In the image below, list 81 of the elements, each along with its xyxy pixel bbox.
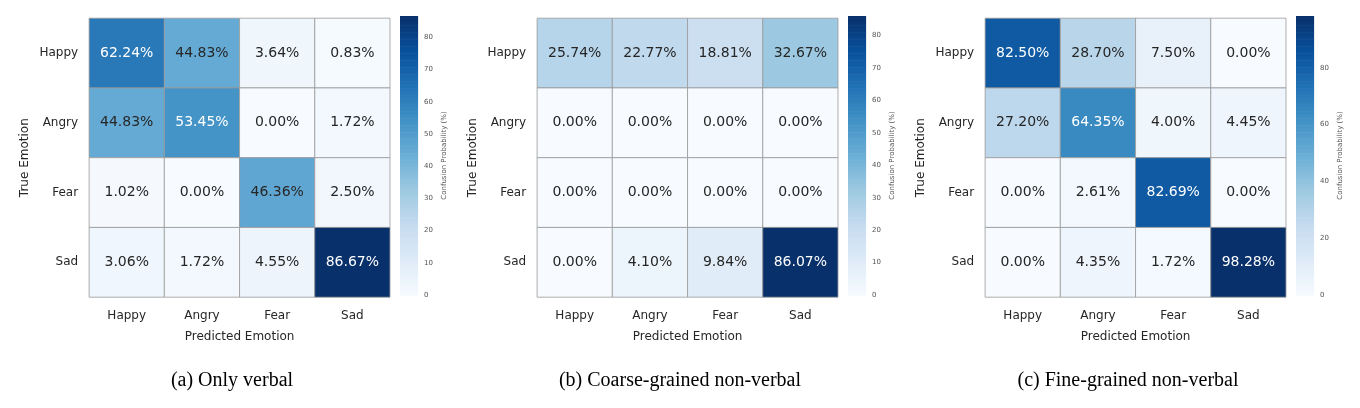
x-tick-label: Fear	[264, 307, 291, 322]
data-label: 3.06%	[104, 252, 149, 269]
data-label: 0.00%	[627, 183, 673, 200]
data-label: 4.35%	[1075, 252, 1121, 269]
data-label: 2.50%	[330, 183, 375, 200]
x-tick-label: Fear	[712, 307, 739, 322]
x-tick-label: Happy	[555, 307, 595, 322]
x-axis-title: Predicted Emotion	[184, 328, 295, 343]
x-tick-label: Angry	[632, 307, 668, 322]
y-tick-label: Sad	[503, 254, 527, 269]
data-label: 32.67%	[773, 43, 828, 60]
data-label: 25.74%	[548, 43, 602, 60]
data-label: 46.36%	[250, 183, 304, 200]
data-label: 1.72%	[330, 113, 375, 130]
text: (c) Fine-grained non-verbal	[1017, 368, 1239, 391]
data-label: 4.10%	[627, 252, 673, 269]
y-axis-title: True Emotion	[465, 118, 480, 199]
data-label: 44.83%	[100, 113, 154, 130]
data-label: 2.61%	[1075, 183, 1121, 200]
data-label: 98.28%	[1221, 252, 1276, 269]
x-tick-label: Sad	[1237, 307, 1260, 322]
data-label: 0.00%	[702, 183, 748, 200]
y-tick-label: Angry	[490, 114, 527, 129]
data-label: 0.00%	[179, 183, 225, 200]
x-tick-label: Angry	[184, 307, 220, 322]
y-tick-label: Angry	[42, 114, 79, 129]
x-tick-label: Sad	[341, 307, 364, 322]
data-label: 62.24%	[100, 43, 154, 60]
y-tick-label: Happy	[935, 45, 975, 60]
data-label: 18.81%	[698, 43, 752, 60]
data-label: 0.00%	[1226, 183, 1271, 200]
data-label: 4.45%	[1226, 113, 1271, 130]
data-label: 0.00%	[552, 113, 597, 130]
x-tick-label: Happy	[1003, 307, 1043, 322]
data-label: 28.70%	[1071, 43, 1125, 60]
data-label: 86.67%	[325, 252, 380, 269]
x-tick-label: Angry	[1080, 307, 1116, 322]
data-label: 1.72%	[1150, 252, 1196, 269]
y-tick-label: Sad	[951, 254, 975, 269]
data-label: 0.00%	[778, 183, 823, 200]
data-label: 1.02%	[104, 183, 149, 200]
data-label: 4.00%	[1150, 113, 1196, 130]
y-tick-label: Fear	[948, 184, 975, 199]
data-label: 86.07%	[773, 252, 828, 269]
data-label: 1.72%	[179, 252, 225, 269]
data-label: 0.00%	[552, 183, 597, 200]
data-label: 0.00%	[1000, 252, 1045, 269]
data-label: 9.84%	[702, 252, 748, 269]
y-tick-label: Angry	[938, 114, 975, 129]
y-tick-label: Happy	[487, 45, 527, 60]
data-label: 82.69%	[1146, 183, 1200, 200]
y-axis-title: True Emotion	[913, 118, 928, 199]
data-label: 82.50%	[996, 43, 1050, 60]
data-label: 0.00%	[702, 113, 748, 130]
y-tick-label: Happy	[39, 45, 79, 60]
y-tick-label: Fear	[500, 184, 527, 199]
data-label: 22.77%	[623, 43, 677, 60]
data-label: 0.00%	[1000, 183, 1045, 200]
data-label: 53.45%	[175, 113, 229, 130]
y-axis-title: True Emotion	[17, 118, 32, 199]
x-tick-label: Happy	[107, 307, 147, 322]
data-label: 0.00%	[627, 113, 673, 130]
text: (a) Only verbal	[170, 368, 294, 391]
data-label: 27.20%	[996, 113, 1050, 130]
data-label: 64.35%	[1071, 113, 1125, 130]
x-tick-label: Sad	[789, 307, 812, 322]
x-tick-label: Fear	[1160, 307, 1187, 322]
data-label: 0.00%	[778, 113, 823, 130]
data-label: 0.83%	[330, 43, 375, 60]
text: (b) Coarse-grained non-verbal	[558, 368, 802, 391]
data-label: 0.00%	[552, 252, 597, 269]
data-label: 0.00%	[1226, 43, 1271, 60]
data-label: 7.50%	[1150, 43, 1196, 60]
y-tick-label: Sad	[55, 254, 79, 269]
x-axis-title: Predicted Emotion	[1080, 328, 1191, 343]
data-label: 0.00%	[254, 113, 300, 130]
data-label: 44.83%	[175, 43, 229, 60]
data-label: 4.55%	[254, 252, 300, 269]
x-axis-title: Predicted Emotion	[632, 328, 743, 343]
y-tick-label: Fear	[52, 184, 79, 199]
data-label: 3.64%	[254, 43, 300, 60]
